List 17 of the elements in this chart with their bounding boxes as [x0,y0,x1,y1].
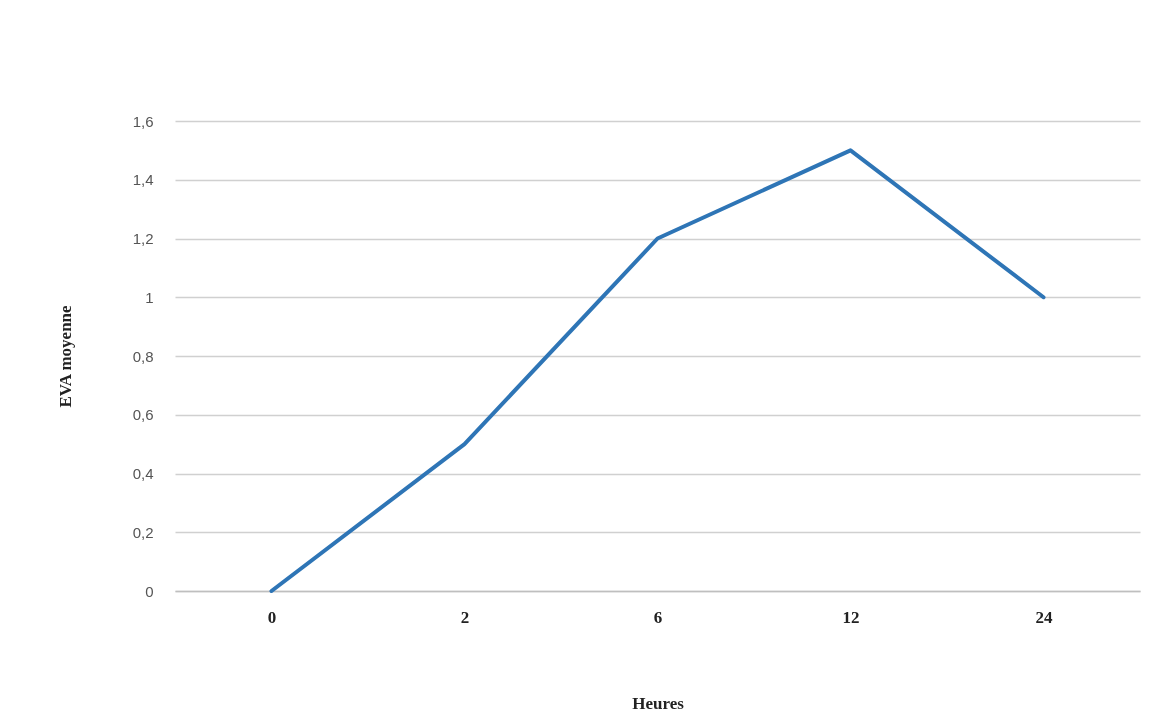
y-tick-label: 1 [145,288,154,306]
x-axis-title: Heures [632,693,685,713]
y-tick-label: 0,6 [132,406,154,424]
x-tick-label: 6 [653,607,663,627]
y-tick-label: 0 [145,582,154,600]
y-axis-title: EVA moyenne [55,304,75,408]
y-tick-label: 1,6 [132,112,154,130]
y-tick-label: 1,2 [132,230,154,247]
x-tick-label: 12 [842,607,860,627]
x-tick-label: 2 [460,607,470,627]
line-series [269,148,1046,593]
x-tick-label: 24 [1035,607,1053,627]
x-tick-label: 0 [267,607,277,627]
y-tick-label: 0,4 [132,465,154,482]
y-tick-label: 1,4 [132,171,154,189]
y-tick-label: 0,2 [132,523,154,541]
y-tick-label: 0,8 [132,347,154,365]
